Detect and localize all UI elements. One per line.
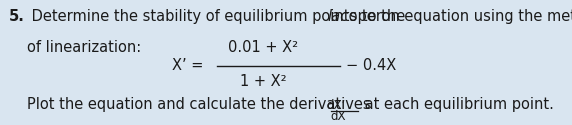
Text: at each equilibrium point.: at each equilibrium point. (360, 98, 554, 112)
Text: Determine the stability of equilibrium points to the: Determine the stability of equilibrium p… (27, 9, 410, 24)
Text: 1 + X²: 1 + X² (240, 74, 287, 89)
Text: of linearization:: of linearization: (27, 40, 142, 55)
Text: operon equation using the method: operon equation using the method (344, 9, 572, 24)
Text: lac: lac (327, 9, 348, 24)
Text: dX: dX (331, 110, 347, 122)
Text: − 0.4X: − 0.4X (346, 58, 396, 73)
Text: 5.: 5. (9, 9, 25, 24)
Text: X’ =: X’ = (172, 58, 203, 73)
Text: Plot the equation and calculate the derivatives: Plot the equation and calculate the deri… (27, 98, 376, 112)
Text: dX’: dX’ (326, 99, 345, 112)
Text: 0.01 + X²: 0.01 + X² (228, 40, 298, 55)
